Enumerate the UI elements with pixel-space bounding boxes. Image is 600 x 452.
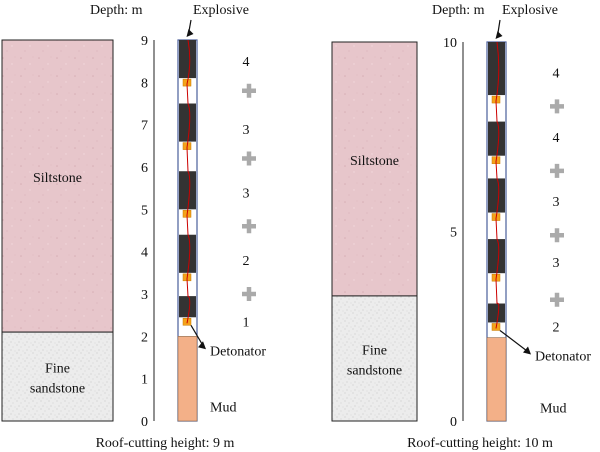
spacer-plus-icon	[550, 163, 564, 178]
explosive-label: Explosive	[502, 3, 558, 18]
mud-label: Mud	[210, 400, 236, 415]
depth-tick-label: 7	[141, 119, 148, 134]
depth-tick-label: 3	[141, 288, 148, 303]
explosive-charge	[488, 121, 505, 156]
charge-count-label: 4	[553, 131, 560, 146]
charge-count-label: 3	[553, 195, 560, 210]
panel-2: Siltstone Fine sandstone 0 5 10 Depth: m 2 3 3 4 4 E…	[331, 3, 591, 451]
detonating-wire	[186, 39, 191, 324]
depth-tick-label: 4	[141, 246, 148, 261]
panel-caption: Roof-cutting height: 9 m	[96, 436, 235, 451]
spacer-plus-icon	[550, 292, 564, 307]
spacer-plus-icon	[550, 228, 564, 243]
rock-layer-label: sandstone	[30, 382, 85, 397]
detonating-wire	[495, 41, 500, 329]
rock-layer	[331, 295, 418, 422]
charge-count-label: 3	[243, 123, 250, 138]
panel-1: Siltstone Fine sandstone 0 1 2 3 4 5 6 7 8 9 Depth: m…	[1, 3, 266, 451]
panels: Siltstone Fine sandstone 0 1 2 3 4 5 6 7 8 9 Depth: m…	[1, 3, 591, 451]
charge-count-label: 2	[553, 320, 560, 335]
mud-fill	[177, 336, 198, 422]
explosive-charge	[179, 40, 196, 79]
rock-layer-label: Fine	[362, 343, 387, 358]
charge-count-label: 2	[243, 254, 250, 269]
explosive-charge	[488, 303, 505, 323]
depth-tick-label: 6	[141, 161, 148, 176]
charge-count-label: 3	[243, 186, 250, 201]
rock-layer-label: Siltstone	[33, 171, 82, 186]
detonator-arrowhead	[523, 346, 531, 355]
charge-count-label: 1	[243, 316, 250, 331]
rock-layer	[331, 41, 418, 297]
charge-count-label: 3	[553, 256, 560, 271]
depth-tick-label: 5	[141, 203, 148, 218]
explosive-charge	[179, 296, 196, 318]
detonator-arrowhead	[198, 341, 206, 350]
depth-tick-label: 5	[450, 226, 457, 241]
rock-layer	[1, 39, 114, 333]
depth-tick-label: 8	[141, 76, 148, 91]
depth-axis-label: Depth: m	[90, 3, 143, 18]
depth-tick-label: 9	[141, 34, 148, 49]
detonator-arrow	[499, 329, 530, 353]
depth-tick-label: 2	[141, 330, 148, 345]
spacer-plus-icon	[550, 99, 564, 114]
spacer-plus-icon	[242, 287, 256, 301]
explosive-charge	[179, 103, 196, 142]
explosive-label: Explosive	[193, 3, 249, 18]
depth-axis-label: Depth: m	[432, 3, 485, 18]
explosive-charge	[488, 42, 505, 96]
explosive-charge	[179, 234, 196, 273]
explosive-arrowhead	[495, 31, 503, 39]
explosive-arrowhead	[186, 29, 194, 37]
depth-tick-label: 0	[450, 415, 457, 430]
detonator-label: Detonator	[210, 344, 266, 359]
explosive-charge	[488, 239, 505, 274]
detonator-label: Detonator	[535, 349, 591, 364]
spacer-plus-icon	[242, 219, 256, 234]
spacer-plus-icon	[242, 151, 256, 166]
depth-tick-label: 10	[443, 36, 457, 51]
rock-layer-label: Siltstone	[350, 154, 399, 169]
rock-layer-label: Fine	[45, 362, 70, 377]
depth-tick-label: 1	[141, 373, 148, 388]
depth-tick-label: 0	[141, 415, 148, 430]
explosive-charge	[179, 171, 196, 210]
rock-layer	[1, 331, 114, 422]
spacer-plus-icon	[242, 83, 256, 98]
mud-fill	[486, 337, 507, 422]
rock-layer-label: sandstone	[347, 363, 402, 378]
mud-label: Mud	[540, 402, 566, 417]
charge-count-label: 4	[243, 55, 250, 70]
charge-count-label: 4	[553, 66, 560, 81]
explosive-charge	[488, 178, 505, 213]
panel-caption: Roof-cutting height: 10 m	[407, 436, 553, 451]
